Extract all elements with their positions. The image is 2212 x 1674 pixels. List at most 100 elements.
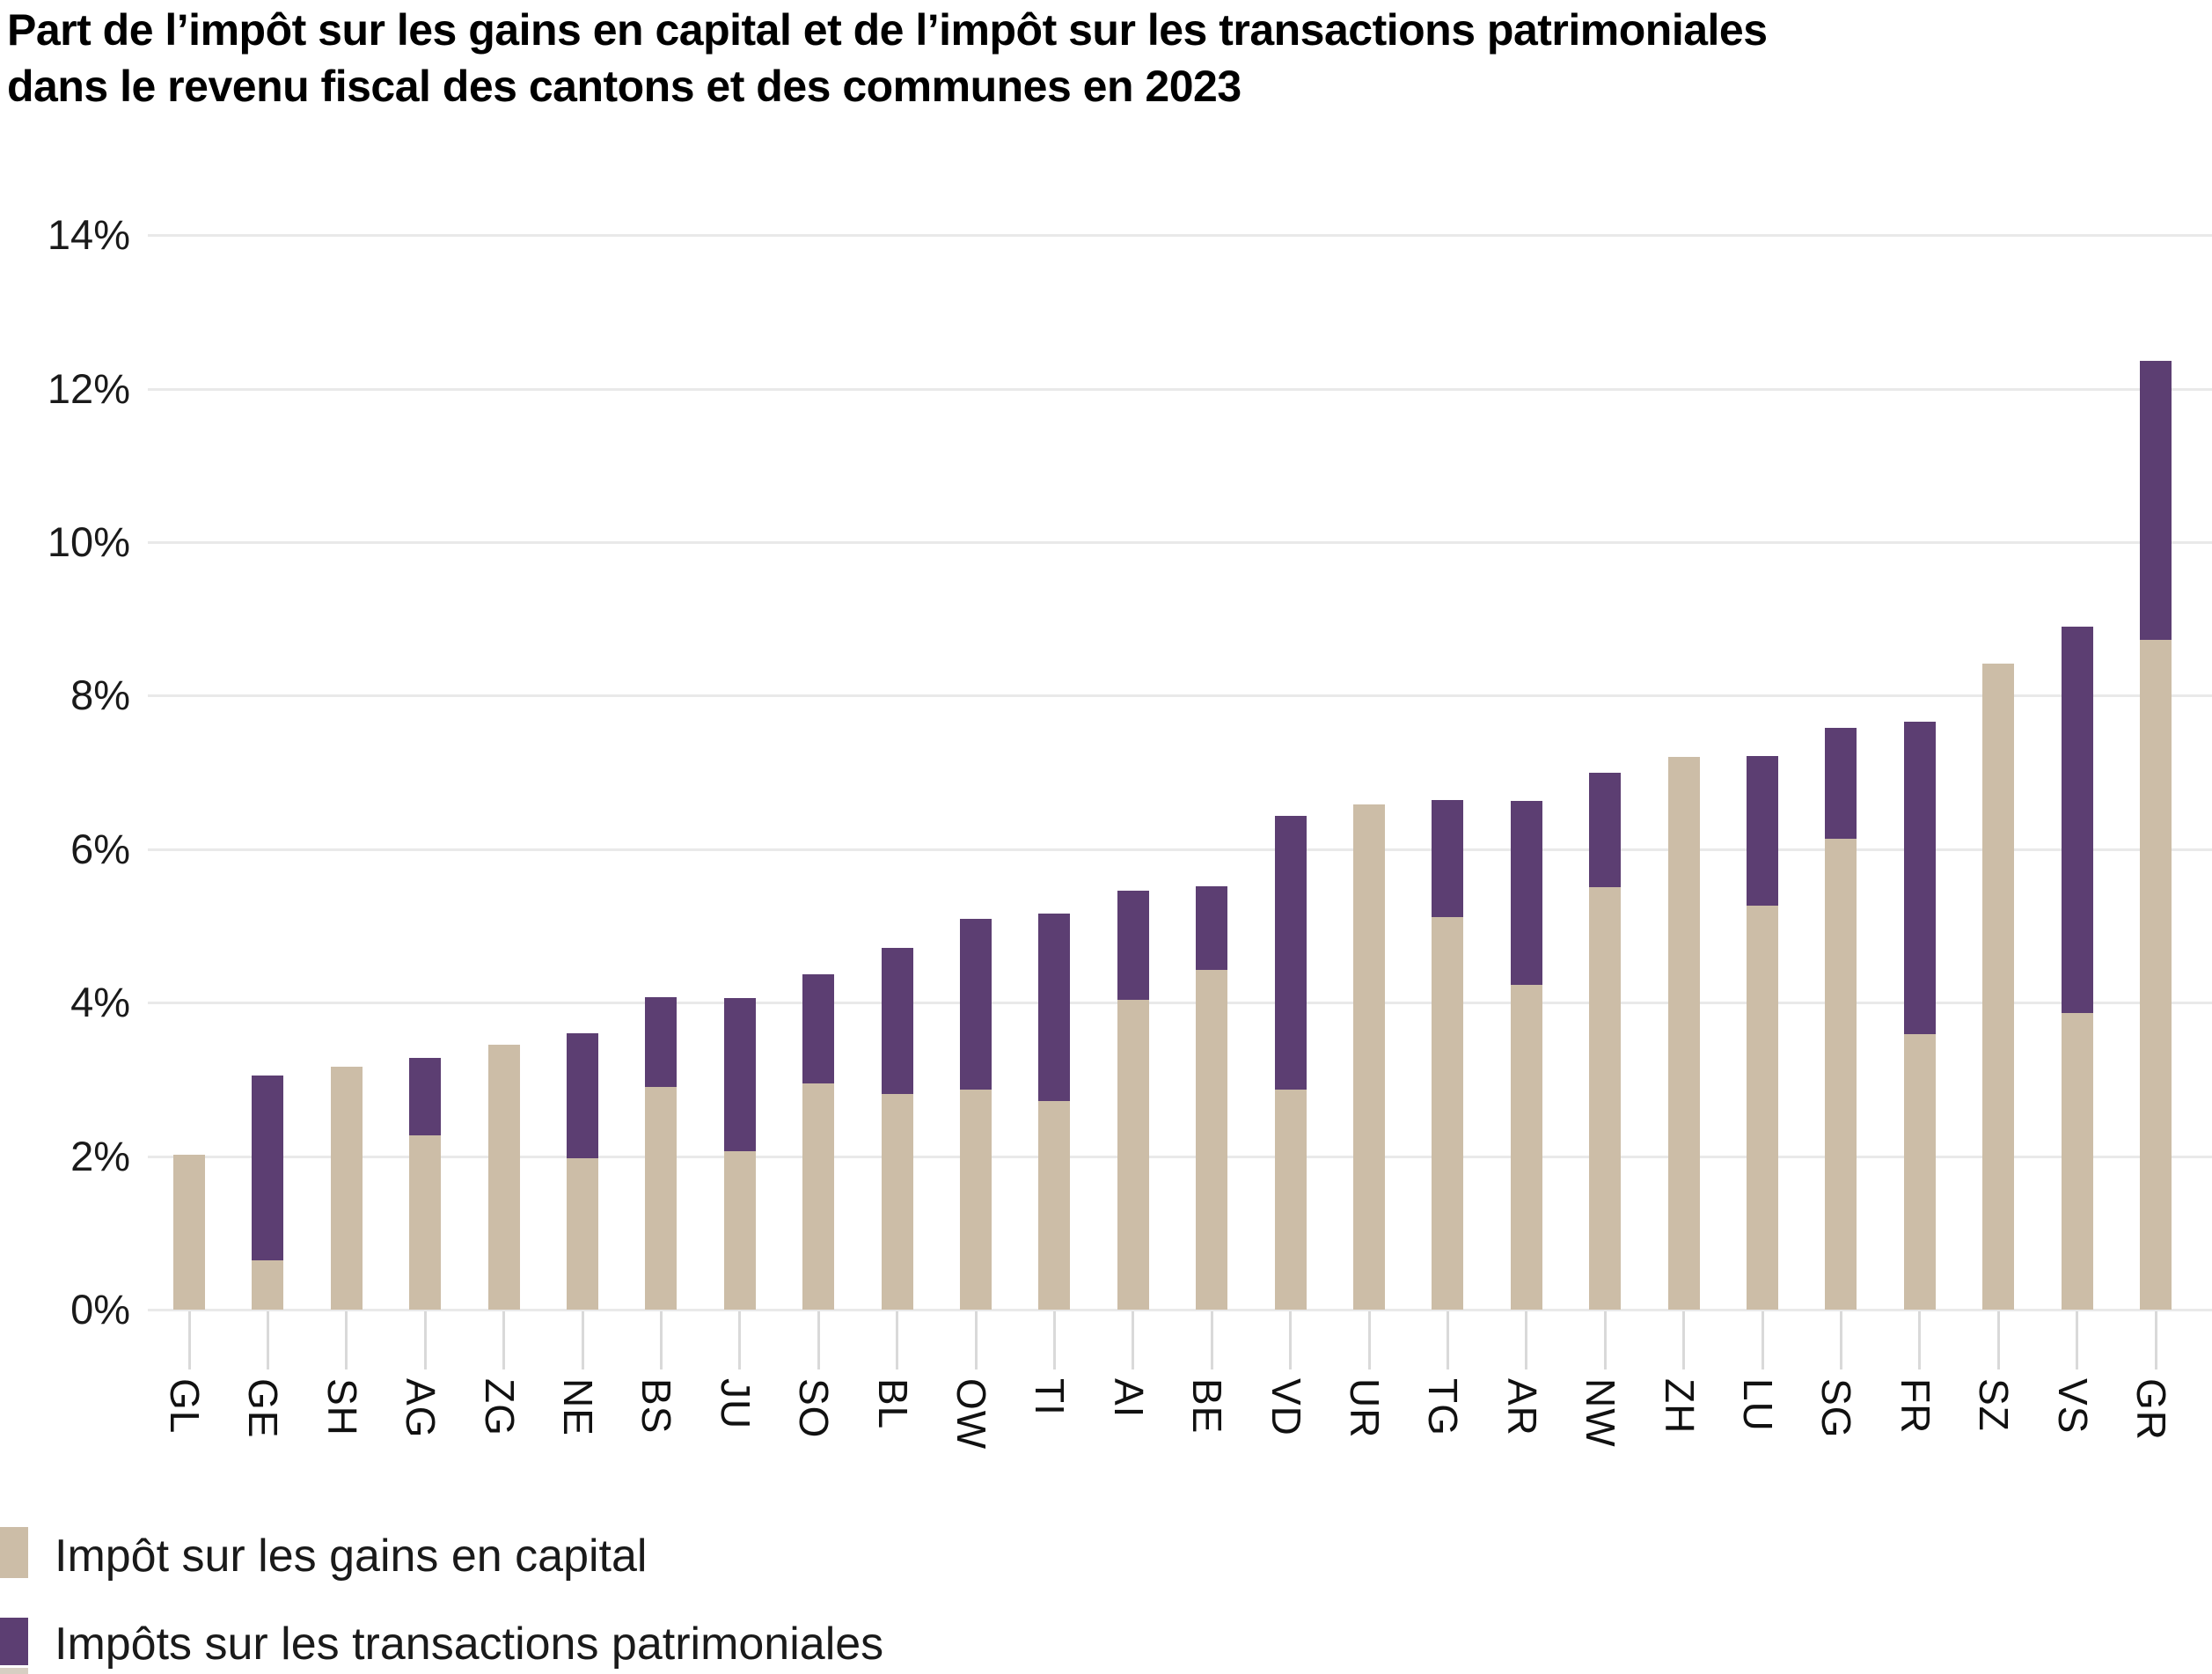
x-axis-tick — [502, 1311, 505, 1369]
bar-capital-gains-SO — [802, 1083, 834, 1310]
bar-transactions-GR — [2140, 361, 2172, 640]
x-axis-label-OW: OW — [949, 1378, 994, 1450]
x-axis-tick — [1997, 1311, 2000, 1369]
y-axis-label: 6% — [70, 826, 130, 872]
x-axis-tick — [1368, 1311, 1371, 1369]
y-axis-label: 12% — [47, 365, 130, 412]
chart-title: Part de l’impôt sur les gains en capital… — [7, 2, 2207, 114]
bar-capital-gains-UR — [1353, 804, 1385, 1310]
bar-capital-gains-AI — [1117, 1000, 1149, 1310]
x-axis-label-AR: AR — [1499, 1378, 1545, 1436]
x-axis-tick — [1682, 1311, 1685, 1369]
x-axis-label-FR: FR — [1893, 1378, 1938, 1435]
x-axis-tick — [975, 1311, 978, 1369]
bar-transactions-NW — [1589, 773, 1621, 887]
bar-capital-gains-OW — [960, 1090, 992, 1310]
chart-title-line1: Part de l’impôt sur les gains en capital… — [7, 5, 1768, 55]
bar-capital-gains-TI — [1038, 1101, 1070, 1310]
gridline-4pct — [148, 1002, 2212, 1004]
bar-capital-gains-GE — [252, 1260, 283, 1310]
x-axis-label-AG: AG — [398, 1378, 443, 1439]
x-axis-label-TI: TI — [1027, 1378, 1073, 1416]
y-axis-label: 14% — [47, 211, 130, 258]
x-axis-tick — [2076, 1311, 2078, 1369]
x-axis-label-VD: VD — [1263, 1378, 1309, 1436]
bar-capital-gains-GR — [2140, 640, 2172, 1310]
bar-transactions-AI — [1117, 891, 1149, 1000]
x-axis-tick — [1525, 1311, 1527, 1369]
x-axis-tick — [1132, 1311, 1134, 1369]
gridline-0pct — [148, 1309, 2212, 1311]
x-axis-label-NE: NE — [555, 1378, 601, 1436]
bar-transactions-BE — [1196, 886, 1227, 970]
bar-transactions-VS — [2062, 627, 2093, 1013]
y-axis-label: 2% — [70, 1133, 130, 1179]
bar-capital-gains-FR — [1904, 1034, 1936, 1310]
bar-transactions-LU — [1747, 756, 1778, 906]
x-axis-label-BS: BS — [634, 1378, 679, 1435]
bar-capital-gains-VD — [1275, 1090, 1307, 1310]
x-axis-label-LU: LU — [1735, 1378, 1781, 1432]
x-axis-label-JU: JU — [713, 1378, 758, 1430]
x-axis-label-NW: NW — [1578, 1378, 1623, 1448]
bar-transactions-VD — [1275, 816, 1307, 1090]
legend-swatch-capital-gains — [0, 1527, 28, 1578]
bar-transactions-NE — [567, 1033, 598, 1158]
bar-capital-gains-TG — [1432, 917, 1463, 1310]
gridline-6pct — [148, 848, 2212, 851]
gridline-12pct — [148, 388, 2212, 391]
x-axis-tick — [1289, 1311, 1292, 1369]
bar-transactions-AG — [409, 1058, 441, 1135]
x-axis-label-GR: GR — [2128, 1378, 2174, 1441]
x-axis-tick — [1211, 1311, 1213, 1369]
bar-capital-gains-AR — [1511, 985, 1542, 1310]
y-axis-label: 10% — [47, 518, 130, 565]
x-axis-tick — [2155, 1311, 2157, 1369]
bar-capital-gains-LU — [1747, 906, 1778, 1310]
bar-transactions-BS — [645, 997, 677, 1087]
x-axis-label-BE: BE — [1184, 1378, 1230, 1435]
legend-swatch-cutoff — [0, 1668, 28, 1674]
x-axis-tick — [188, 1311, 191, 1369]
x-axis-label-SO: SO — [791, 1378, 837, 1439]
chart-title-line2: dans le revenu fiscal des cantons et des… — [7, 62, 1242, 111]
x-axis-label-GL: GL — [162, 1378, 208, 1435]
x-axis-tick — [896, 1311, 898, 1369]
y-axis-label: 0% — [70, 1286, 130, 1333]
bar-capital-gains-ZH — [1668, 757, 1700, 1310]
bar-capital-gains-ZG — [488, 1045, 520, 1310]
bar-capital-gains-JU — [724, 1151, 756, 1310]
x-axis-label-SH: SH — [319, 1378, 365, 1436]
bar-transactions-SG — [1825, 728, 1857, 839]
x-axis-label-VS: VS — [2050, 1378, 2096, 1435]
x-axis-tick — [1604, 1311, 1607, 1369]
gridline-2pct — [148, 1156, 2212, 1158]
x-axis-tick — [1447, 1311, 1449, 1369]
x-axis-tick — [1918, 1311, 1921, 1369]
x-axis-tick — [738, 1311, 741, 1369]
x-axis-tick — [582, 1311, 584, 1369]
bar-capital-gains-BL — [882, 1094, 913, 1310]
bar-transactions-GE — [252, 1076, 283, 1260]
x-axis-tick — [424, 1311, 427, 1369]
gridline-8pct — [148, 694, 2212, 697]
x-axis-label-ZG: ZG — [477, 1378, 523, 1436]
x-axis-label-GE: GE — [240, 1378, 286, 1439]
x-axis-tick — [1840, 1311, 1842, 1369]
legend-swatch-transactions — [0, 1618, 28, 1665]
x-axis-tick — [267, 1311, 269, 1369]
x-axis-tick — [1053, 1311, 1056, 1369]
x-axis-tick — [1762, 1311, 1764, 1369]
gridline-10pct — [148, 541, 2212, 544]
x-axis-tick — [817, 1311, 820, 1369]
bar-transactions-BL — [882, 948, 913, 1094]
bar-capital-gains-NW — [1589, 887, 1621, 1310]
x-axis-tick — [660, 1311, 663, 1369]
bar-capital-gains-BE — [1196, 970, 1227, 1310]
bar-capital-gains-SG — [1825, 839, 1857, 1310]
legend-label-capital-gains: Impôt sur les gains en capital — [55, 1531, 648, 1582]
bar-capital-gains-NE — [567, 1158, 598, 1310]
bar-transactions-JU — [724, 998, 756, 1151]
